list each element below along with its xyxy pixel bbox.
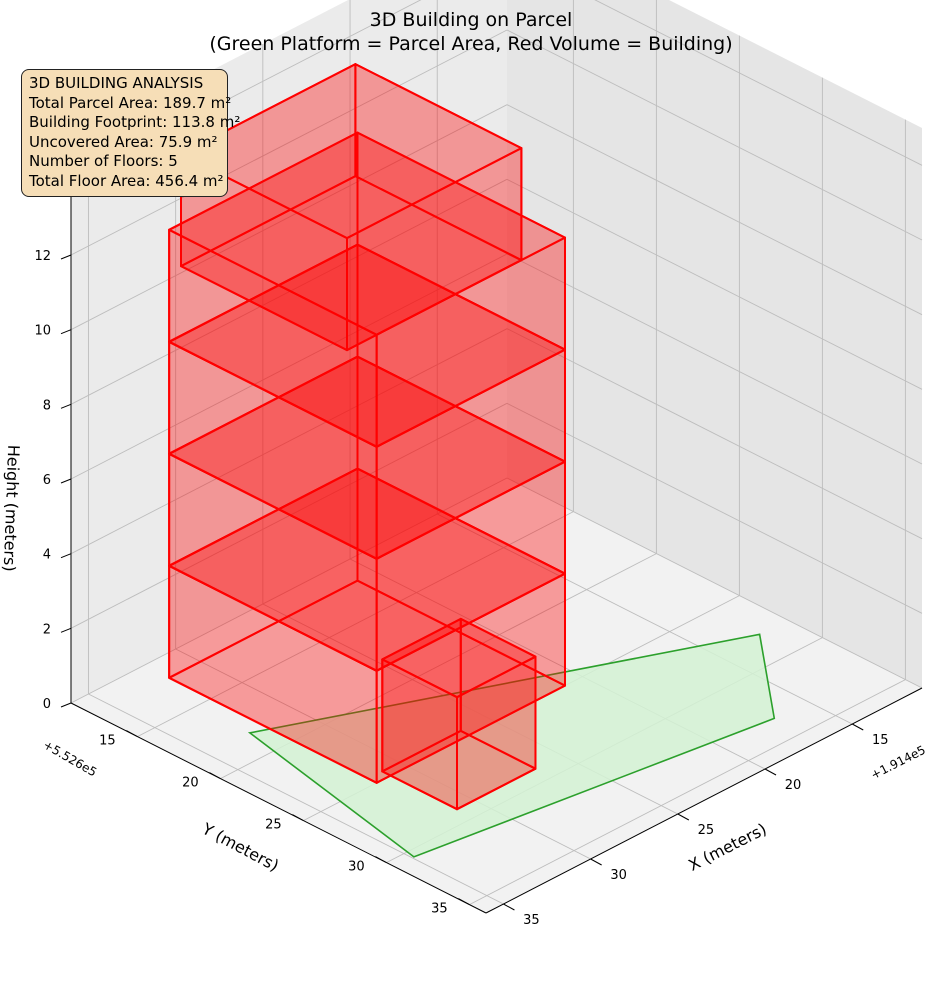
z-axis-label: Height (meters) [0,444,23,572]
y-tick-mark [126,730,138,738]
chart-title: 3D Building on Parcel [370,9,573,31]
z-grid-line [70,29,508,256]
x-axis-line [485,687,923,914]
z-tick-label: 4 [43,548,51,563]
y-tick-mark [292,814,304,822]
z-grid-line [506,477,923,689]
building-volume [168,63,566,811]
x-tick-mark [764,768,777,776]
axis-panes [71,0,922,913]
z-grid-line [506,253,923,465]
y-tick-label: 15 [99,734,116,749]
x-tick-label: 15 [872,733,889,748]
y-tick-label: 30 [348,860,365,875]
y-offset-label: +5.526e5 [41,738,99,780]
x-tick-label: 20 [785,778,802,793]
parcel-polygon [247,633,776,858]
parcel-platform [247,633,776,858]
z-tick-mark [60,254,72,260]
x-tick-label: 25 [698,823,715,838]
z-tick-mark [60,403,72,409]
info-line-floor-area: Total Floor Area: 456.4 m² [29,171,224,190]
y-tick-mark [209,772,221,780]
z-grid-line [70,253,508,480]
right-wall-pane [507,0,922,688]
info-line-heading: 3D BUILDING ANALYSIS [29,74,204,92]
y-tick-label: 25 [265,818,282,833]
info-line-parcel-area: Total Parcel Area: 189.7 m² [29,93,232,112]
z-tick-label: 2 [43,622,51,637]
z-grid-line [506,29,923,241]
analysis-info-box: 3D BUILDING ANALYSIS Total Parcel Area: … [21,69,241,197]
y-grid-line [469,679,906,905]
z-tick-label: 0 [43,697,51,712]
x-tick-mark [590,858,602,866]
x-grid-line [437,513,853,725]
y-tick-label: 20 [182,776,199,791]
z-grid-line [70,402,508,629]
z-tick-label: 6 [43,473,51,488]
z-grid-line [594,0,923,166]
building-face [180,63,523,240]
y-axis-line [70,702,487,914]
z-grid-line [70,477,508,704]
x-grid-line [88,693,504,905]
z-grid-line [70,104,508,331]
x-offset-label: +1.914e5 [869,743,928,782]
z-tick-label: 10 [34,324,51,339]
building-face [381,617,537,699]
z-grid-line [70,328,508,555]
x-tick-mark [852,723,864,731]
z-tick-mark [60,702,72,708]
x-tick-label: 35 [523,913,540,928]
x-tick-mark [503,903,515,911]
chart-subtitle: (Green Platform = Parcel Area, Red Volum… [209,33,732,55]
y-tick-mark [458,898,470,906]
z-tick-label: 8 [43,398,51,413]
z-tick-mark [60,329,72,335]
x-tick-label: 30 [610,868,627,883]
z-tick-mark [60,627,72,633]
info-line-footprint: Building Footprint: 113.8 m² [29,113,241,132]
info-line-floors: Number of Floors: 5 [29,152,178,171]
building-face [168,131,566,336]
z-grid-line [506,178,923,390]
y-tick-mark [375,856,387,864]
y-tick-label: 35 [431,902,448,917]
axis-lines [70,143,923,914]
x-tick-mark [677,813,690,821]
z-grid-line [506,104,923,316]
info-line-uncovered-area: Uncovered Area: 75.9 m² [29,132,218,151]
z-tick-mark [60,478,72,484]
z-tick-mark [60,553,72,559]
z-grid-line [506,402,923,614]
z-tick-label: 12 [34,249,51,264]
z-grid-line [506,328,923,540]
